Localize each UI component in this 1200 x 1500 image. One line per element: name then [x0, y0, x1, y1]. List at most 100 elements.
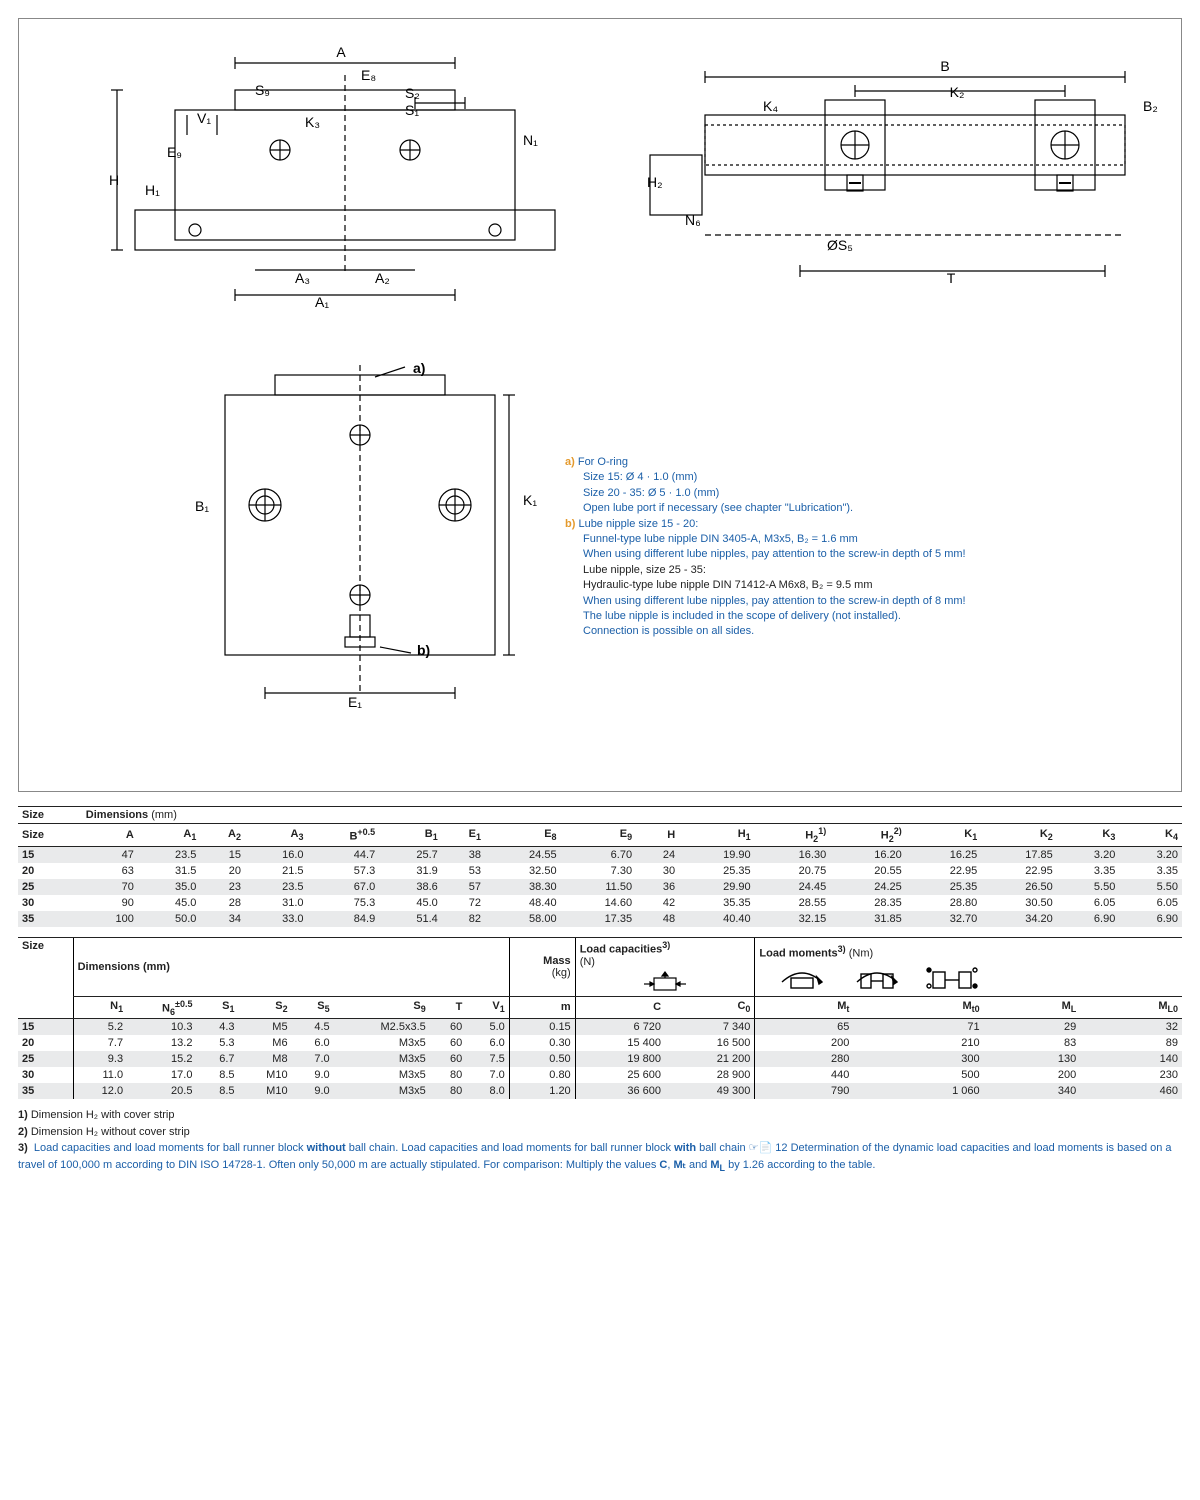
- table-cell: 16 500: [665, 1035, 755, 1051]
- table-cell: 210: [853, 1035, 983, 1051]
- t1-hdr: H21): [755, 824, 831, 847]
- svg-text:K₃: K₃: [305, 114, 320, 130]
- table-cell: 32: [1080, 1019, 1182, 1036]
- table-cell: 30: [18, 1067, 73, 1083]
- table-cell: 16.25: [906, 846, 982, 863]
- table-cell: 63: [82, 863, 138, 879]
- table-cell: 280: [755, 1051, 853, 1067]
- t2-group-dims: Dimensions (mm): [73, 937, 509, 996]
- table-cell: 38: [442, 846, 485, 863]
- svg-text:K₄: K₄: [763, 98, 778, 114]
- table-cell: M3x5: [334, 1083, 430, 1099]
- svg-text:ØS₅: ØS₅: [827, 237, 853, 253]
- table-cell: 460: [1080, 1083, 1182, 1099]
- table-cell: 28: [200, 895, 245, 911]
- t1-hdr: B+0.5: [308, 824, 380, 847]
- table-cell: 51.4: [379, 911, 442, 927]
- table-cell: 38.6: [379, 879, 442, 895]
- t1-hdr: E1: [442, 824, 485, 847]
- svg-text:S₉: S₉: [255, 82, 270, 98]
- svg-text:V₁: V₁: [197, 110, 211, 126]
- fn2-label: 2): [18, 1126, 28, 1138]
- table-cell: M10: [239, 1067, 292, 1083]
- t1-hdr: H1: [679, 824, 755, 847]
- table-cell: 17.0: [127, 1067, 196, 1083]
- table-cell: 28.80: [906, 895, 982, 911]
- table-row: 207.713.25.3M66.0M3x5606.00.3015 40016 5…: [18, 1035, 1182, 1051]
- table-cell: 0.50: [509, 1051, 575, 1067]
- table-row: 257035.02323.567.038.65738.3011.503629.9…: [18, 879, 1182, 895]
- table-cell: 4.5: [292, 1019, 334, 1036]
- table-cell: 32.15: [755, 911, 831, 927]
- table-cell: 9.0: [292, 1083, 334, 1099]
- fn3-text: Load capacities and load moments for bal…: [18, 1142, 1172, 1171]
- table-cell: 9.0: [292, 1067, 334, 1083]
- t2-size-label: Size: [18, 937, 73, 1019]
- table-cell: 140: [1080, 1051, 1182, 1067]
- table-cell: 1.20: [509, 1083, 575, 1099]
- table-cell: 5.0: [466, 1019, 509, 1036]
- table-cell: 20: [18, 863, 82, 879]
- table-cell: 28.55: [755, 895, 831, 911]
- table-cell: 440: [755, 1067, 853, 1083]
- svg-text:H: H: [109, 172, 119, 188]
- table-cell: 16.30: [755, 846, 831, 863]
- table-cell: 50.0: [138, 911, 201, 927]
- table-cell: 7.7: [73, 1035, 127, 1051]
- note-a-title: For O-ring: [578, 456, 628, 468]
- table-cell: M5: [239, 1019, 292, 1036]
- table-cell: 22.95: [906, 863, 982, 879]
- table-cell: 31.9: [379, 863, 442, 879]
- table-cell: 5.50: [1119, 879, 1182, 895]
- table-cell: 6.0: [466, 1035, 509, 1051]
- table-cell: 28.35: [830, 895, 906, 911]
- t2-hdr: S9: [334, 996, 430, 1019]
- t1-hdr: K3: [1057, 824, 1120, 847]
- t2-group-moments: Load moments3) (Nm): [755, 937, 1182, 996]
- t2-hdr: Mt0: [853, 996, 983, 1019]
- table-cell: 200: [755, 1035, 853, 1051]
- table-cell: 7.5: [466, 1051, 509, 1067]
- svg-text:S₂: S₂: [405, 85, 420, 101]
- t1-hdr: K4: [1119, 824, 1182, 847]
- table-cell: 6.90: [1119, 911, 1182, 927]
- t1-size-label: Size: [18, 807, 82, 824]
- table-cell: 40.40: [679, 911, 755, 927]
- table-cell: 15: [18, 1019, 73, 1036]
- table-cell: 5.3: [196, 1035, 238, 1051]
- table-cell: 25: [18, 1051, 73, 1067]
- table-cell: 26.50: [981, 879, 1057, 895]
- table-cell: 21 200: [665, 1051, 755, 1067]
- table-cell: 35.0: [138, 879, 201, 895]
- table-cell: 11.0: [73, 1067, 127, 1083]
- table-cell: 1 060: [853, 1083, 983, 1099]
- table-cell: 60: [430, 1051, 467, 1067]
- table-cell: 14.60: [561, 895, 637, 911]
- table-cell: 12.0: [73, 1083, 127, 1099]
- table-cell: 20: [200, 863, 245, 879]
- table-row: 3510050.03433.084.951.48258.0017.354840.…: [18, 911, 1182, 927]
- table-cell: 30.50: [981, 895, 1057, 911]
- table-cell: 0.30: [509, 1035, 575, 1051]
- table-cell: 25.35: [679, 863, 755, 879]
- table-cell: M3x5: [334, 1051, 430, 1067]
- table-cell: 89: [1080, 1035, 1182, 1051]
- t2-hdr: m: [509, 996, 575, 1019]
- table-cell: 49 300: [665, 1083, 755, 1099]
- table-cell: 3.20: [1057, 846, 1120, 863]
- table-cell: 44.7: [308, 846, 380, 863]
- svg-text:S₁: S₁: [405, 102, 419, 118]
- svg-text:N₆: N₆: [685, 212, 701, 228]
- table-cell: 35: [18, 911, 82, 927]
- table-cell: 75.3: [308, 895, 380, 911]
- table-cell: 25: [18, 879, 82, 895]
- table-cell: 300: [853, 1051, 983, 1067]
- table-cell: 20.75: [755, 863, 831, 879]
- table-cell: 58.00: [485, 911, 561, 927]
- table-cell: 13.2: [127, 1035, 196, 1051]
- table-cell: 500: [853, 1067, 983, 1083]
- table-cell: 3.20: [1119, 846, 1182, 863]
- svg-text:B: B: [940, 58, 949, 74]
- table-cell: 80: [430, 1083, 467, 1099]
- note-b-line-6: Connection is possible on all sides.: [565, 624, 1155, 639]
